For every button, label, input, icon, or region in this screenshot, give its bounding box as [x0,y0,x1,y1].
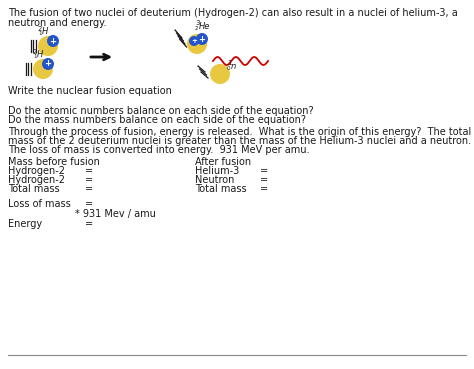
Text: n: n [231,62,236,71]
Circle shape [33,59,53,79]
Text: =: = [85,175,93,185]
Text: neutron and energy.: neutron and energy. [8,18,107,28]
Text: =: = [85,166,93,176]
Text: 2: 2 [33,49,37,55]
Text: He: He [199,22,210,31]
Circle shape [196,33,208,45]
Text: Total mass: Total mass [195,184,246,194]
Text: +: + [45,59,52,69]
Text: 2: 2 [195,26,199,31]
Circle shape [38,36,58,56]
Text: =: = [85,219,93,229]
Text: +: + [49,37,56,45]
Text: H: H [42,27,48,36]
Text: 1: 1 [33,54,36,59]
Text: * 931 Mev / amu: * 931 Mev / amu [75,209,156,219]
Text: +: + [199,34,206,44]
Text: H: H [37,50,43,59]
Text: =: = [260,184,268,194]
Text: 1: 1 [38,31,42,36]
Text: Hydrogen-2: Hydrogen-2 [8,166,65,176]
Text: 3: 3 [195,20,200,26]
Text: Total mass: Total mass [8,184,60,194]
Text: 0: 0 [227,66,230,71]
Text: =: = [85,199,93,209]
Text: +: + [191,38,197,44]
Text: Do the atomic numbers balance on each side of the equation?: Do the atomic numbers balance on each si… [8,106,314,116]
Text: Hydrogen-2: Hydrogen-2 [8,175,65,185]
Circle shape [189,36,199,46]
Text: =: = [85,184,93,194]
Text: Loss of mass: Loss of mass [8,199,71,209]
Text: Mass before fusion: Mass before fusion [8,157,100,167]
Text: The fusion of two nuclei of deuterium (Hydrogen-2) can also result in a nuclei o: The fusion of two nuclei of deuterium (H… [8,8,458,18]
Text: After fusion: After fusion [195,157,251,167]
Text: Write the nuclear fusion equation: Write the nuclear fusion equation [8,86,172,96]
Text: The loss of mass is converted into energy.  931 MeV per amu.: The loss of mass is converted into energ… [8,145,310,155]
Text: Through the process of fusion, energy is released.  What is the origin of this e: Through the process of fusion, energy is… [8,127,471,137]
Text: Do the mass numbers balance on each side of the equation?: Do the mass numbers balance on each side… [8,115,306,125]
Text: =: = [260,166,268,176]
Text: 2: 2 [38,26,42,32]
Text: Helium-3: Helium-3 [195,166,239,176]
Text: =: = [260,175,268,185]
Circle shape [47,35,59,47]
Circle shape [210,64,230,84]
Text: mass of the 2 deuterium nuclei is greater than the mass of the Helium-3 nuclei a: mass of the 2 deuterium nuclei is greate… [8,136,471,146]
Text: 1: 1 [227,60,231,66]
Text: Energy: Energy [8,219,42,229]
Text: Neutron: Neutron [195,175,234,185]
Circle shape [42,58,54,70]
Circle shape [187,34,207,54]
